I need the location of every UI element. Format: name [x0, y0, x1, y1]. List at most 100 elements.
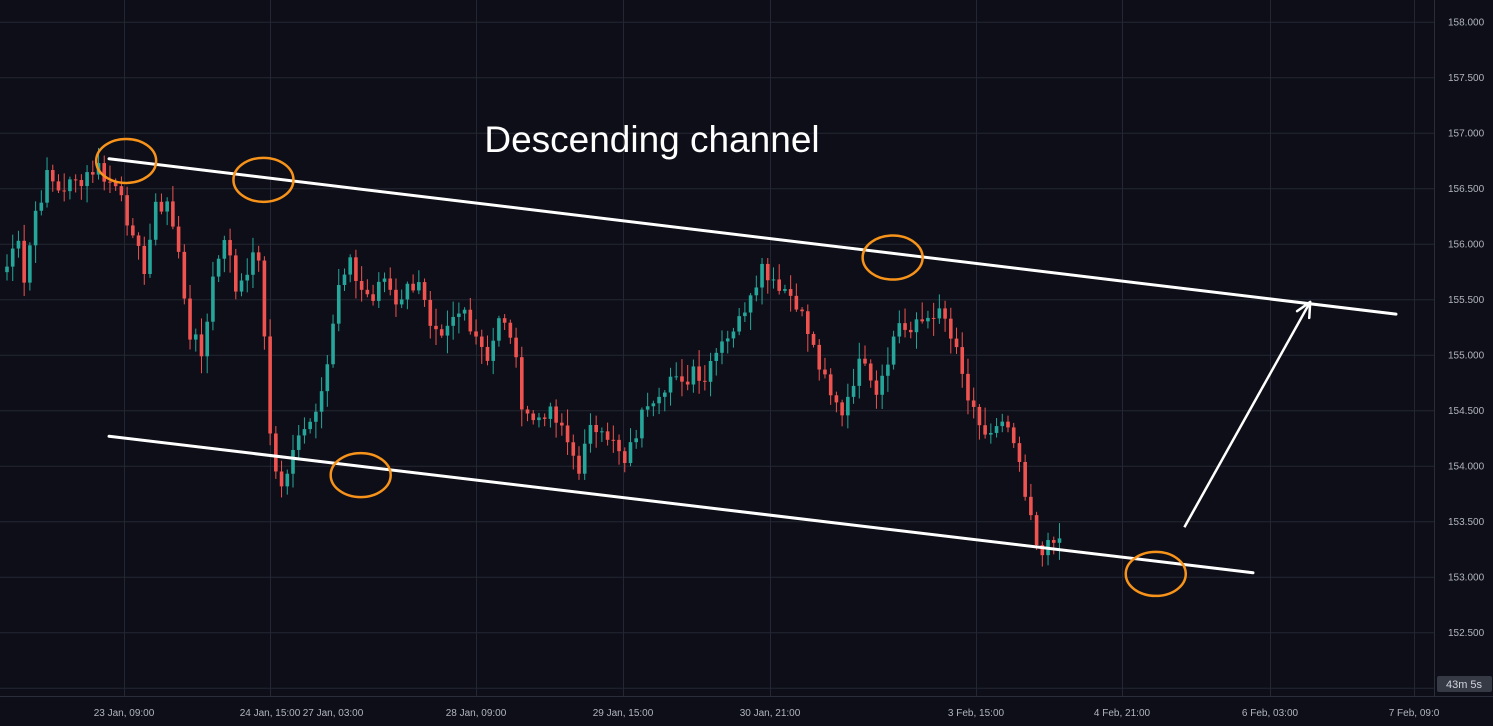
candle[interactable] [537, 412, 541, 428]
candle[interactable] [577, 446, 581, 480]
candle[interactable] [308, 418, 312, 434]
candle[interactable] [760, 257, 764, 305]
candle[interactable] [846, 383, 850, 429]
candle[interactable] [725, 330, 730, 354]
candle[interactable] [73, 174, 78, 193]
candle[interactable] [714, 347, 719, 376]
candle[interactable] [731, 327, 736, 348]
candle[interactable] [268, 319, 272, 446]
candle[interactable] [119, 176, 124, 202]
candle[interactable] [960, 332, 965, 388]
candle[interactable] [777, 264, 781, 295]
candle[interactable] [302, 417, 307, 444]
candle[interactable] [279, 460, 284, 498]
candle[interactable] [977, 404, 982, 440]
candle[interactable] [1057, 523, 1062, 560]
candle[interactable] [85, 165, 89, 203]
time-axis[interactable]: 23 Jan, 09:00 24 Jan, 15:00 27 Jan, 03:00 2… [94, 708, 1440, 719]
candle[interactable] [462, 307, 467, 321]
candle[interactable] [651, 400, 656, 417]
candle[interactable] [663, 390, 667, 412]
candle[interactable] [874, 370, 879, 409]
candle[interactable] [399, 289, 404, 309]
candle[interactable] [983, 407, 987, 439]
candle[interactable] [405, 281, 410, 310]
candle[interactable] [1040, 541, 1045, 567]
candle[interactable] [520, 346, 524, 427]
candle[interactable] [937, 294, 942, 324]
candle[interactable] [1034, 511, 1039, 550]
candle[interactable] [743, 302, 747, 323]
candle[interactable] [131, 218, 135, 239]
candle[interactable] [691, 359, 696, 393]
candle[interactable] [640, 407, 644, 448]
candle[interactable] [68, 176, 72, 200]
candle[interactable] [840, 399, 844, 427]
candle[interactable] [794, 283, 799, 312]
candle[interactable] [1000, 413, 1005, 433]
candle[interactable] [828, 368, 833, 405]
candle[interactable] [1017, 436, 1022, 472]
candle[interactable] [497, 315, 501, 347]
candle[interactable] [674, 362, 679, 381]
candle[interactable] [645, 392, 650, 417]
candle[interactable] [193, 328, 198, 352]
candle[interactable] [548, 402, 553, 428]
candle[interactable] [234, 248, 238, 300]
candle[interactable] [863, 345, 867, 366]
candle[interactable] [199, 318, 204, 374]
candle[interactable] [388, 267, 393, 296]
candle[interactable] [10, 234, 15, 281]
candle[interactable] [474, 319, 478, 345]
candle[interactable] [354, 249, 358, 299]
candle[interactable] [422, 278, 427, 307]
candle[interactable] [617, 434, 621, 465]
candle[interactable] [954, 327, 959, 354]
candle[interactable] [834, 391, 839, 413]
candle[interactable] [451, 301, 455, 340]
candle[interactable] [971, 387, 976, 419]
candle[interactable] [806, 304, 810, 352]
candle[interactable] [468, 297, 473, 335]
candle[interactable] [439, 324, 444, 338]
candle[interactable] [857, 342, 862, 399]
candle[interactable] [291, 434, 295, 488]
candle[interactable] [22, 224, 26, 297]
candle[interactable] [697, 350, 701, 394]
candle[interactable] [434, 308, 438, 346]
candle[interactable] [634, 429, 638, 449]
candle[interactable] [319, 377, 324, 429]
candle[interactable] [628, 428, 633, 467]
candle[interactable] [245, 258, 250, 293]
candle[interactable] [994, 417, 999, 438]
candle[interactable] [348, 254, 352, 283]
candle[interactable] [188, 284, 192, 350]
candle[interactable] [296, 425, 301, 461]
candle[interactable] [165, 197, 169, 226]
candle[interactable] [926, 310, 930, 329]
candle[interactable] [949, 307, 953, 354]
candle[interactable] [525, 405, 530, 422]
candle[interactable] [600, 427, 604, 443]
candle[interactable] [91, 160, 95, 183]
candle[interactable] [16, 230, 21, 258]
candle[interactable] [182, 244, 187, 305]
candle[interactable] [605, 422, 610, 446]
candle[interactable] [508, 319, 513, 344]
candle[interactable] [914, 312, 919, 349]
candle[interactable] [657, 387, 661, 415]
candle[interactable] [251, 237, 255, 289]
candle[interactable] [868, 359, 873, 388]
candle[interactable] [765, 257, 770, 294]
candle[interactable] [205, 313, 209, 374]
candle[interactable] [582, 429, 587, 480]
candle[interactable] [588, 413, 593, 453]
candle[interactable] [359, 266, 364, 302]
candle[interactable] [222, 235, 227, 273]
candle[interactable] [485, 335, 490, 366]
candle[interactable] [56, 174, 61, 194]
candle[interactable] [886, 347, 890, 392]
candle[interactable] [262, 256, 267, 350]
candle[interactable] [45, 157, 49, 208]
